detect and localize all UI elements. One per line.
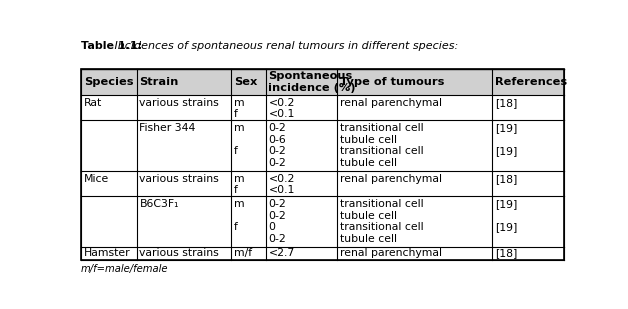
Text: 0-2: 0-2	[269, 146, 286, 156]
Text: References: References	[495, 77, 567, 87]
Text: Species: Species	[84, 77, 133, 87]
Text: <0.2: <0.2	[269, 98, 295, 108]
Text: <2.7: <2.7	[269, 248, 295, 258]
Text: Incidences of spontaneous renal tumours in different species:: Incidences of spontaneous renal tumours …	[111, 41, 458, 51]
Bar	[81, 196, 564, 247]
Text: various strains: various strains	[139, 174, 219, 184]
Text: f: f	[234, 146, 237, 156]
Text: [18]: [18]	[495, 98, 517, 108]
Text: renal parenchymal: renal parenchymal	[340, 248, 442, 258]
Text: renal parenchymal: renal parenchymal	[340, 174, 442, 184]
Text: 0-2: 0-2	[269, 158, 286, 167]
Text: B6C3F₁: B6C3F₁	[139, 199, 179, 209]
Text: various strains: various strains	[139, 98, 219, 108]
Text: <0.1: <0.1	[269, 185, 295, 195]
Text: m: m	[234, 123, 244, 133]
Bar	[81, 247, 564, 260]
Text: tubule cell: tubule cell	[340, 134, 397, 145]
Text: 0-2: 0-2	[269, 234, 286, 244]
Bar	[81, 95, 564, 120]
Text: Hamster: Hamster	[84, 248, 131, 258]
Text: transitional cell: transitional cell	[340, 222, 424, 232]
Text: m: m	[234, 174, 244, 184]
Bar	[81, 120, 564, 171]
Text: m/f: m/f	[234, 248, 252, 258]
Text: <0.1: <0.1	[269, 109, 295, 119]
Text: <0.2: <0.2	[269, 174, 295, 184]
Text: f: f	[234, 185, 237, 195]
Text: 0-2: 0-2	[269, 199, 286, 209]
Bar	[81, 171, 564, 196]
Text: 0-2: 0-2	[269, 123, 286, 133]
Text: Fisher 344: Fisher 344	[139, 123, 196, 133]
Text: transitional cell: transitional cell	[340, 199, 424, 209]
Text: [18]: [18]	[495, 248, 517, 258]
Text: [19]: [19]	[495, 222, 517, 232]
Text: various strains: various strains	[139, 248, 219, 258]
Bar	[81, 69, 564, 260]
Text: 0: 0	[269, 222, 276, 232]
Text: m/f=male/female: m/f=male/female	[81, 264, 168, 274]
Text: Type of tumours: Type of tumours	[340, 77, 445, 87]
Bar	[81, 69, 564, 95]
Text: Sex: Sex	[234, 77, 257, 87]
Text: tubule cell: tubule cell	[340, 211, 397, 221]
Text: 0-2: 0-2	[269, 211, 286, 221]
Text: transitional cell: transitional cell	[340, 146, 424, 156]
Text: [19]: [19]	[495, 146, 517, 156]
Text: Mice: Mice	[84, 174, 109, 184]
Text: transitional cell: transitional cell	[340, 123, 424, 133]
Text: Strain: Strain	[139, 77, 179, 87]
Text: [18]: [18]	[495, 174, 517, 184]
Text: Spontaneous
incidence (%): Spontaneous incidence (%)	[269, 71, 356, 93]
Text: Table 1.1:: Table 1.1:	[81, 41, 142, 51]
Text: f: f	[234, 222, 237, 232]
Text: f: f	[234, 109, 237, 119]
Text: Rat: Rat	[84, 98, 102, 108]
Text: m: m	[234, 98, 244, 108]
Text: tubule cell: tubule cell	[340, 158, 397, 167]
Text: tubule cell: tubule cell	[340, 234, 397, 244]
Text: [19]: [19]	[495, 123, 517, 133]
Text: m: m	[234, 199, 244, 209]
Text: 0-6: 0-6	[269, 134, 286, 145]
Text: [19]: [19]	[495, 199, 517, 209]
Text: renal parenchymal: renal parenchymal	[340, 98, 442, 108]
